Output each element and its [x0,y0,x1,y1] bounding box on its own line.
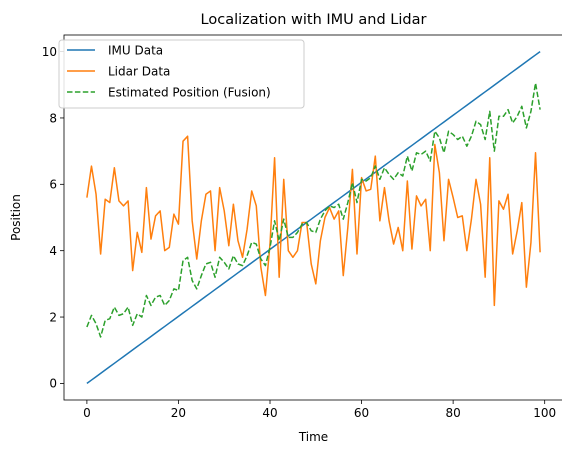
legend-entries: IMU Data Lidar Data Estimated Position (Fu… [67,43,271,99]
y-tick-label: 2 [49,310,57,324]
chart-title: Localization with IMU and Lidar [201,12,427,28]
x-axis-ticks: 0 20 40 60 80 100 [83,400,556,420]
legend-box [58,39,305,109]
legend-label-1: IMU Data [108,43,163,57]
y-axis-label: Position [9,194,23,241]
y-axis-ticks: 0 2 4 6 8 10 [42,45,64,391]
legend-label-2: Lidar Data [108,64,170,78]
y-tick-label: 8 [49,111,57,125]
x-tick-label: 60 [354,406,369,420]
x-tick-label: 40 [262,406,277,420]
plot-area [63,34,562,401]
series-line-3 [86,82,541,338]
plot-frame [63,34,562,401]
x-tick-label: 100 [533,406,556,420]
x-axis-label: Time [298,430,328,444]
legend: IMU Data Lidar Data Estimated Position (Fu… [58,39,305,109]
series-layer [86,50,541,385]
x-tick-label: 80 [445,406,460,420]
x-tick-label: 20 [171,406,186,420]
x-tick-label: 0 [83,406,91,420]
series-line-2 [86,135,541,307]
y-tick-label: 0 [49,377,57,391]
y-tick-label: 10 [42,45,57,59]
y-tick-label: 6 [49,178,57,192]
y-tick-label: 4 [49,244,57,258]
legend-label-3: Estimated Position (Fusion) [108,85,271,99]
series-line-1 [86,50,541,385]
